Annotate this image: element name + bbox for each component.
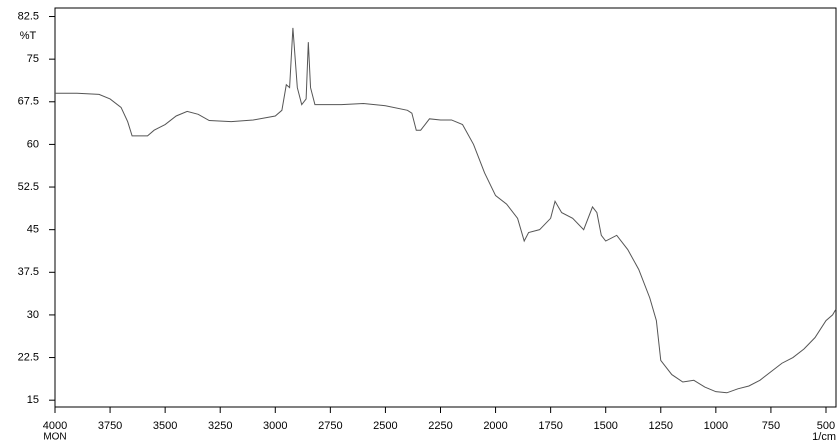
x-tick-label: 750 xyxy=(762,420,780,432)
x-axis-label: 1/cm xyxy=(812,431,836,442)
y-tick-label: 15 xyxy=(27,394,39,406)
x-tick-label: 1750 xyxy=(538,420,562,432)
y-tick-label: 45 xyxy=(27,224,39,236)
x-tick-label: 1500 xyxy=(593,420,617,432)
x-tick-label: 3750 xyxy=(98,420,122,432)
x-tick-label: 3500 xyxy=(153,420,177,432)
x-tick-label: 2500 xyxy=(373,420,397,432)
y-tick-label: 67.5 xyxy=(18,96,39,108)
x-tick-label: 4000 xyxy=(43,420,67,432)
x-tick-label: 1000 xyxy=(704,420,728,432)
y-axis-label: %T xyxy=(20,30,37,42)
x-note: MON xyxy=(43,432,66,442)
y-tick-label: 52.5 xyxy=(18,181,39,193)
x-tick-label: 500 xyxy=(817,420,835,432)
x-tick-label: 1250 xyxy=(649,420,673,432)
x-tick-label: 3250 xyxy=(208,420,232,432)
x-tick-label: 2000 xyxy=(483,420,507,432)
y-tick-label: 30 xyxy=(27,309,39,321)
y-tick-label: 37.5 xyxy=(18,266,39,278)
plot-frame xyxy=(54,7,837,408)
x-tick-label: 3000 xyxy=(263,420,287,432)
y-tick-label: 60 xyxy=(27,138,39,150)
spectrum-line xyxy=(55,27,837,394)
x-tick-label: 2750 xyxy=(318,420,342,432)
y-tick-label: 75 xyxy=(27,53,39,65)
y-tick-label: 82.5 xyxy=(18,10,39,22)
y-tick-label: 22.5 xyxy=(18,351,39,363)
x-tick-label: 2250 xyxy=(428,420,452,432)
